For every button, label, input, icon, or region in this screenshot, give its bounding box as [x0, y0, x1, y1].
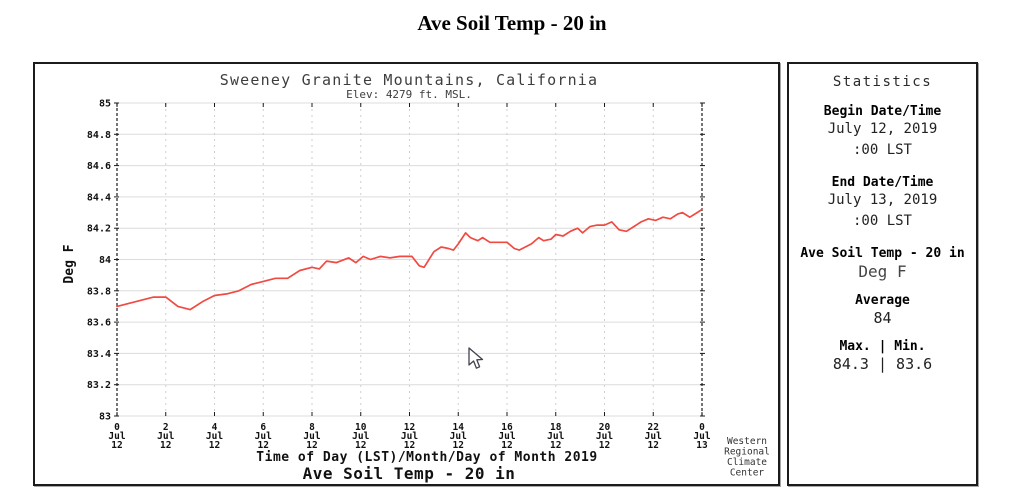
series-units-value: Deg F [858, 262, 907, 281]
x-tick-day: 12 [453, 440, 464, 451]
x-tick-month: Jul [547, 431, 564, 442]
x-tick-month: Jul [450, 431, 467, 442]
x-tick-hour: 10 [355, 422, 367, 433]
temp-line [116, 208, 703, 311]
series-label: Ave Soil Temp - 20 in [303, 464, 516, 483]
y-tick-label: 84 [99, 255, 111, 266]
x-tick-hour: 0 [114, 422, 120, 433]
x-tick-hour: 14 [453, 422, 465, 433]
begin-date-label: Begin Date/Time [823, 104, 942, 119]
x-tick-day: 12 [355, 440, 366, 451]
x-tick-month: Jul [596, 431, 613, 442]
mouse-cursor-icon [468, 347, 484, 369]
x-tick-day: 12 [599, 440, 610, 451]
stat-group-begin: Begin Date/Time July 12, 2019 :00 LST [789, 104, 976, 161]
chart-title: Sweeney Granite Mountains, California [220, 71, 599, 89]
x-tick-day: 12 [648, 440, 659, 451]
watermark-line: Regional [724, 447, 770, 458]
x-tick-hour: 0 [699, 422, 705, 433]
x-tick-month: Jul [401, 431, 418, 442]
x-tick-day: 12 [209, 440, 220, 451]
x-axis-title: Time of Day (LST)/Month/Day of Month 201… [256, 450, 597, 465]
x-tick-hour: 18 [550, 422, 562, 433]
y-tick-label: 83.8 [87, 286, 111, 297]
max-min-value: 84.3 | 83.6 [832, 355, 933, 373]
max-min-label: Max. | Min. [839, 339, 926, 354]
y-tick-label: 84.2 [87, 224, 111, 235]
y-tick-label: 85 [99, 99, 111, 110]
stat-group-series: Ave Soil Temp - 20 in Deg F [789, 246, 976, 283]
x-tick-hour: 20 [599, 422, 611, 433]
x-tick-hour: 8 [309, 422, 315, 433]
x-tick-month: Jul [693, 431, 710, 442]
y-tick-label: 83 [99, 412, 111, 423]
x-tick-month: Jul [108, 431, 125, 442]
x-tick-month: Jul [206, 431, 223, 442]
x-tick-hour: 2 [163, 422, 169, 433]
series-name-label: Ave Soil Temp - 20 in [800, 246, 965, 261]
x-tick-hour: 6 [260, 422, 266, 433]
statistics-header: Statistics [832, 74, 933, 90]
x-tick-month: Jul [255, 431, 272, 442]
end-date-label: End Date/Time [831, 175, 934, 190]
begin-time-value: :00 LST [852, 142, 912, 158]
end-time-value: :00 LST [852, 213, 912, 229]
statistics-panel: Statistics Begin Date/Time July 12, 2019… [787, 62, 978, 486]
watermark-line: Center [730, 468, 765, 479]
x-tick-day: 12 [258, 440, 269, 451]
x-tick-month: Jul [352, 431, 369, 442]
x-tick-day: 13 [696, 440, 708, 451]
y-tick-label: 84.8 [87, 130, 111, 141]
x-tick-day: 12 [306, 440, 317, 451]
x-tick-day: 12 [550, 440, 561, 451]
x-tick-month: Jul [157, 431, 174, 442]
begin-date-value: July 12, 2019 [827, 121, 938, 137]
y-tick-label: 83.4 [87, 349, 111, 360]
x-tick-month: Jul [303, 431, 320, 442]
stat-group-end: End Date/Time July 13, 2019 :00 LST [789, 175, 976, 232]
x-tick-month: Jul [498, 431, 515, 442]
chart-subtitle: Elev: 4279 ft. MSL. [346, 88, 472, 101]
stat-group-average: Average 84 [789, 293, 976, 329]
y-tick-label: 84.6 [87, 161, 111, 172]
y-tick-label: 83.2 [87, 380, 111, 391]
x-tick-month: Jul [645, 431, 662, 442]
end-date-value: July 13, 2019 [827, 192, 938, 208]
x-tick-day: 12 [501, 440, 512, 451]
x-tick-hour: 4 [212, 422, 218, 433]
x-tick-hour: 22 [648, 422, 659, 433]
x-tick-day: 12 [404, 440, 415, 451]
y-tick-label: 83.6 [87, 318, 111, 329]
average-label: Average [855, 293, 910, 308]
watermark-line: Western [727, 436, 767, 447]
x-tick-day: 12 [160, 440, 171, 451]
average-value: 84 [873, 309, 892, 327]
x-tick-hour: 12 [404, 422, 415, 433]
stat-group-max-min: Max. | Min. 84.3 | 83.6 [789, 339, 976, 375]
y-tick-label: 84.4 [87, 192, 111, 203]
watermark-line: Climate [727, 457, 767, 468]
x-tick-hour: 16 [501, 422, 513, 433]
page-title: Ave Soil Temp - 20 in [417, 11, 607, 35]
y-axis-label: Deg F [62, 244, 77, 283]
x-tick-day: 12 [111, 440, 122, 451]
chart-panel: 85 84.8 84.6 84.4 84.2 84 83.8 83.6 83.4 83.2 83 0 J… [33, 62, 780, 486]
soil-temp-chart: 8584.884.684.484.28483.883.683.483.2830J… [62, 71, 770, 483]
